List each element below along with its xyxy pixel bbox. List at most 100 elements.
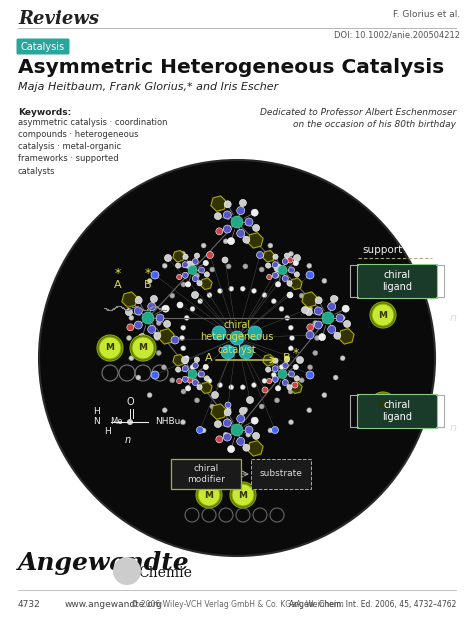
Text: n: n (450, 423, 457, 433)
Circle shape (198, 372, 203, 377)
Circle shape (162, 264, 167, 268)
Circle shape (252, 288, 256, 293)
Text: M: M (204, 490, 213, 499)
Circle shape (151, 371, 159, 379)
Circle shape (319, 334, 326, 341)
Circle shape (224, 409, 231, 416)
Circle shape (322, 312, 334, 324)
Text: chiral
modifier: chiral modifier (187, 464, 225, 484)
Circle shape (177, 379, 182, 384)
Circle shape (314, 321, 322, 329)
Polygon shape (302, 292, 317, 307)
Circle shape (225, 402, 231, 408)
Circle shape (330, 295, 337, 302)
Circle shape (231, 424, 243, 436)
Circle shape (201, 428, 206, 433)
Circle shape (246, 432, 251, 437)
Circle shape (156, 320, 161, 325)
Text: www.angewandte.org: www.angewandte.org (65, 600, 163, 609)
Circle shape (293, 255, 301, 262)
Circle shape (162, 408, 167, 413)
Polygon shape (122, 292, 137, 307)
Circle shape (192, 380, 198, 386)
Circle shape (134, 307, 142, 315)
Circle shape (194, 253, 200, 258)
Circle shape (237, 207, 245, 215)
Circle shape (333, 296, 338, 301)
Circle shape (147, 278, 152, 283)
Circle shape (126, 308, 132, 315)
Circle shape (190, 307, 195, 312)
Circle shape (224, 201, 231, 208)
Circle shape (129, 356, 134, 361)
Circle shape (268, 243, 273, 248)
Circle shape (237, 229, 245, 238)
Circle shape (262, 387, 268, 393)
Circle shape (273, 358, 278, 363)
Circle shape (336, 314, 344, 322)
Circle shape (294, 376, 300, 381)
Circle shape (150, 295, 157, 302)
Circle shape (223, 211, 231, 219)
Circle shape (197, 427, 203, 434)
Circle shape (230, 331, 244, 345)
Text: *: * (293, 348, 299, 360)
Circle shape (39, 160, 435, 556)
Circle shape (132, 337, 154, 359)
Circle shape (184, 315, 189, 320)
Circle shape (328, 303, 336, 310)
Circle shape (307, 264, 312, 268)
Circle shape (218, 288, 222, 293)
Circle shape (313, 351, 318, 355)
Circle shape (288, 389, 293, 394)
Circle shape (288, 282, 293, 287)
Circle shape (297, 356, 303, 363)
Text: M: M (138, 344, 147, 353)
Circle shape (182, 376, 188, 382)
Circle shape (148, 303, 155, 310)
Polygon shape (173, 355, 184, 366)
Circle shape (308, 307, 312, 311)
Circle shape (156, 351, 161, 355)
Circle shape (343, 336, 347, 341)
Circle shape (212, 326, 226, 340)
Circle shape (272, 366, 278, 372)
Circle shape (370, 392, 396, 418)
Circle shape (289, 252, 293, 257)
Circle shape (186, 261, 194, 269)
Text: 4732: 4732 (18, 600, 41, 609)
Text: n: n (125, 435, 131, 445)
Circle shape (248, 326, 262, 340)
Circle shape (272, 262, 278, 268)
Circle shape (266, 274, 272, 279)
Text: Catalysis: Catalysis (21, 42, 65, 51)
Text: substrate: substrate (260, 470, 302, 478)
Circle shape (181, 389, 186, 394)
Circle shape (293, 260, 299, 265)
Circle shape (262, 293, 267, 298)
Circle shape (194, 357, 200, 362)
Circle shape (142, 312, 154, 324)
Circle shape (198, 299, 203, 304)
Circle shape (228, 238, 235, 245)
Circle shape (180, 336, 184, 341)
Circle shape (222, 257, 228, 263)
Circle shape (342, 305, 349, 312)
FancyBboxPatch shape (171, 459, 241, 489)
Circle shape (218, 382, 222, 387)
Circle shape (226, 264, 231, 269)
Circle shape (171, 336, 179, 344)
Circle shape (289, 267, 294, 273)
Circle shape (305, 308, 312, 315)
Circle shape (246, 239, 251, 244)
Circle shape (292, 382, 298, 388)
Circle shape (285, 315, 290, 320)
Circle shape (127, 336, 131, 341)
Circle shape (299, 378, 304, 383)
Circle shape (207, 252, 213, 258)
Circle shape (216, 228, 223, 235)
Circle shape (192, 276, 198, 282)
Circle shape (203, 365, 209, 370)
Polygon shape (201, 382, 212, 394)
Circle shape (204, 376, 210, 381)
